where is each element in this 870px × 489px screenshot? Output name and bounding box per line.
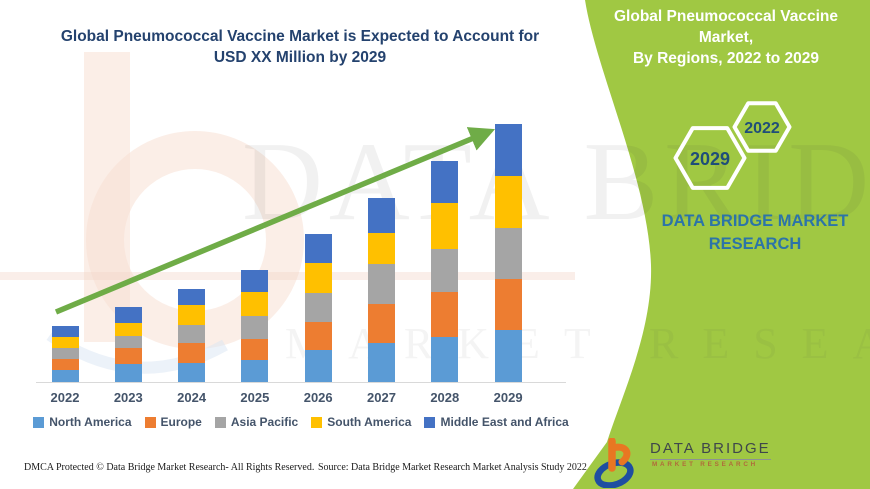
bar-segment-2029-europe [494,279,522,330]
legend-label: Asia Pacific [230,415,299,429]
hexagon-2029-label: 2029 [690,149,730,169]
legend-item-middle-east-and-africa: Middle East and Africa [424,415,569,429]
panel-header: Global Pneumococcal Vaccine Market, By R… [585,6,867,69]
chart-title-line2: USD XX Million by 2029 [213,49,387,66]
panel-header-line1: Global Pneumococcal Vaccine Market, [614,8,838,46]
bar-segment-2026-asia-pacific [304,293,332,322]
bar-segment-2027-south-america [368,233,395,264]
legend-swatch [144,416,156,428]
logo-wordmark: DATA BRIDGE [650,440,771,460]
bar-segment-2029-north-america [494,330,522,382]
bar-segment-2026-south-america [304,263,332,293]
legend-swatch [33,416,45,428]
legend-item-asia-pacific: Asia Pacific [214,415,299,429]
x-axis-label-2025: 2025 [240,390,270,405]
panel-brand-line1: DATA BRIDGE MARKET [661,212,849,230]
bar-segment-2028-north-america [431,337,459,382]
year-hexagons: 2022 2029 [673,101,792,190]
hexagon-2022-label: 2022 [744,120,780,137]
hexagon-2029 [673,126,747,190]
legend-label: Europe [160,415,202,429]
legend-label: South America [327,415,412,429]
chart-title-line1: Global Pneumococcal Vaccine Market is Ex… [60,28,540,45]
x-axis-label-2029: 2029 [493,390,523,405]
x-axis-labels: 2022 2023 2024 2025 2026 2027 2028 2029 [38,390,568,408]
chart-title: Global Pneumococcal Vaccine Market is Ex… [45,26,555,68]
x-axis-label-2028: 2028 [430,390,460,405]
chart-legend: North America Europe Asia Pacific South Ame… [33,415,569,429]
bar-segment-2027-middle-east-and-africa [368,198,395,233]
legend-swatch [214,416,226,428]
legend-item-south-america: South America [311,415,411,429]
stacked-bar-2029 [494,124,522,382]
panel-brand-line2: RESEARCH [708,235,802,253]
bar-segment-2027-europe [368,304,395,343]
bar-segment-2028-asia-pacific [431,249,459,292]
bar-segment-2028-south-america [431,203,459,249]
bar-segment-2026-middle-east-and-africa [304,234,332,263]
hexagon-2022 [732,101,792,153]
bar-segment-2027-asia-pacific [368,264,395,304]
legend-swatch [424,416,436,428]
stacked-bar-2026 [304,234,332,382]
x-axis-label-2023: 2023 [113,390,143,405]
legend-label: Middle East and Africa [440,415,569,429]
footer-source-note: Source: Data Bridge Market Research Mark… [318,462,587,473]
bar-segment-2029-south-america [494,176,522,228]
stacked-bar-2028 [431,161,459,382]
legend-item-europe: Europe [144,415,202,429]
x-axis-label-2024: 2024 [177,390,207,405]
data-bridge-logo-icon [594,438,634,488]
bar-segment-2028-middle-east-and-africa [431,161,459,203]
footer-dmca-notice: DMCA Protected © Data Bridge Market Rese… [24,462,315,473]
legend-label: North America [49,415,132,429]
bar-segment-2028-europe [431,292,459,337]
logo-tagline: MARKET RESEARCH [652,461,759,468]
stacked-bar-chart [38,120,568,382]
bar-segment-2029-asia-pacific [494,228,522,279]
bar-segment-2026-north-america [304,350,332,382]
panel-brand-name: DATA BRIDGE MARKET RESEARCH [640,210,870,256]
bar-segment-2025-north-america [241,360,269,382]
bar-segment-2029-middle-east-and-africa [494,124,522,176]
bar-segment-2026-europe [304,322,332,350]
panel-header-line2: By Regions, 2022 to 2029 [632,50,820,67]
bar-segment-2027-north-america [368,343,395,382]
legend-item-north-america: North America [33,415,132,429]
trend-arrow [54,127,496,315]
x-axis-label-2026: 2026 [303,390,333,405]
x-axis-label-2022: 2022 [50,390,80,405]
stacked-bar-2027 [368,198,395,382]
x-axis-label-2027: 2027 [367,390,396,405]
x-axis-line [36,382,566,383]
legend-swatch [311,416,323,428]
